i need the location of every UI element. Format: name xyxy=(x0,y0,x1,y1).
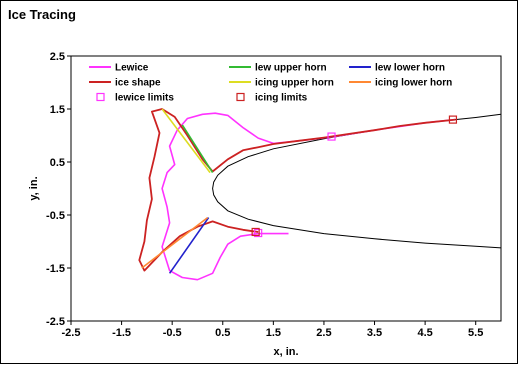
airfoil-outline xyxy=(212,113,502,249)
legend-label: icing limits xyxy=(255,93,308,104)
x-tick-label: -0.5 xyxy=(163,327,182,339)
window-title: Ice Tracing xyxy=(8,7,76,22)
ice-shape-line xyxy=(138,108,456,272)
lewice-limits-marker xyxy=(254,228,263,238)
x-tick-label: 3.5 xyxy=(367,327,382,339)
plot-area xyxy=(70,55,502,322)
legend-swatch xyxy=(236,92,245,102)
x-axis-title: x, in. xyxy=(273,346,298,358)
y-tick-label: -1.5 xyxy=(46,263,65,275)
y-tick-label: -0.5 xyxy=(46,210,65,222)
x-tick-label: -2.5 xyxy=(62,327,81,339)
legend-swatch xyxy=(96,92,105,102)
legend-label: icing lower horn xyxy=(375,78,452,89)
legend-item-icing-upper-horn: icing upper horn xyxy=(229,78,334,89)
legend-item-lew-lower-horn: lew lower horn xyxy=(349,63,445,74)
legend-item-lewice-limits: lewice limits xyxy=(96,92,174,104)
y-tick-label: -2.5 xyxy=(46,316,65,328)
y-tick-label: 1.5 xyxy=(50,104,65,116)
y-tick-label: 0.5 xyxy=(50,157,65,169)
legend-item-icing-limits: icing limits xyxy=(236,92,308,104)
legend-item-lew-upper-horn: lew upper horn xyxy=(229,63,327,74)
lewice-line xyxy=(161,112,456,281)
legend-item-lewice: Lewice xyxy=(89,63,149,74)
legend-label: lew lower horn xyxy=(375,63,445,74)
axes-layer: -2.5 -1.5 -0.5 0.5 1.5 2.5 3.5 4.5 5.5 2.5 1.5 0.5 -… xyxy=(46,51,483,339)
series-layer xyxy=(138,108,502,281)
lew-lower-horn-line xyxy=(168,217,210,274)
legend-item-icing-lower-horn: icing lower horn xyxy=(349,78,452,89)
plot-border xyxy=(70,55,502,322)
x-tick-label: 5.5 xyxy=(468,327,483,339)
legend-label: lewice limits xyxy=(115,93,174,104)
y-axis-title: y, in. xyxy=(28,176,40,200)
icing-limits-marker xyxy=(251,227,260,237)
x-tick-label: -1.5 xyxy=(112,327,131,339)
legend-label: ice shape xyxy=(115,78,161,89)
y-tick-label: 2.5 xyxy=(50,51,65,63)
icing-lower-horn-line xyxy=(141,216,209,269)
legend: Lewice lew upper horn lew lower horn ice sh… xyxy=(89,63,452,104)
legend-label: lew upper horn xyxy=(255,63,327,74)
x-tick-label: 4.5 xyxy=(417,327,432,339)
lewice-limits-marker xyxy=(327,132,336,141)
legend-label: Lewice xyxy=(115,63,149,74)
x-tick-label: 1.5 xyxy=(266,327,281,339)
icing-upper-horn-line xyxy=(161,108,211,174)
icing-limits-marker xyxy=(448,115,458,124)
lew-upper-horn-line xyxy=(181,124,214,174)
legend-label: icing upper horn xyxy=(255,78,334,89)
x-tick-label: 2.5 xyxy=(316,327,331,339)
x-tick-label: 0.5 xyxy=(215,327,230,339)
legend-item-ice-shape: ice shape xyxy=(89,78,161,89)
